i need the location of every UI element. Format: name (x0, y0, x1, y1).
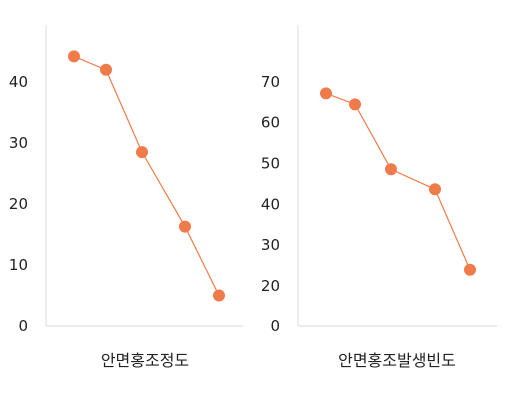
data-point (320, 87, 332, 100)
data-point (68, 50, 80, 63)
data-point (385, 163, 397, 176)
data-point (429, 183, 441, 196)
y-tick-label: 0 (270, 317, 280, 335)
y-tick-label: 70 (261, 73, 280, 91)
chart-panel-1: 0 10 20 30 40 안면홍조정도 (9, 25, 243, 370)
y-tick-label: 10 (9, 256, 28, 274)
series-line (325, 92, 471, 270)
data-point (213, 289, 225, 302)
y-tick-label: 20 (261, 277, 280, 295)
y-tick-label: 60 (261, 114, 280, 132)
series-line (73, 55, 220, 296)
y-tick-label: 50 (261, 155, 280, 173)
data-point (136, 146, 148, 159)
y-tick-label: 30 (261, 236, 280, 254)
y-tick-label: 20 (9, 195, 28, 213)
y-tick-label: 40 (9, 73, 28, 91)
data-point (100, 63, 112, 76)
y-tick-label: 30 (9, 134, 28, 152)
data-point (464, 263, 476, 276)
chart-panel-2: 0 20 30 40 50 60 70 안면홍조발생빈도 (261, 25, 497, 370)
y-tick-label: 40 (261, 195, 280, 213)
data-point (179, 220, 191, 233)
data-point (349, 98, 361, 111)
x-axis-label: 안면홍조발생빈도 (338, 351, 456, 370)
x-axis-label: 안면홍조정도 (101, 351, 189, 370)
y-tick-label: 0 (18, 317, 28, 335)
